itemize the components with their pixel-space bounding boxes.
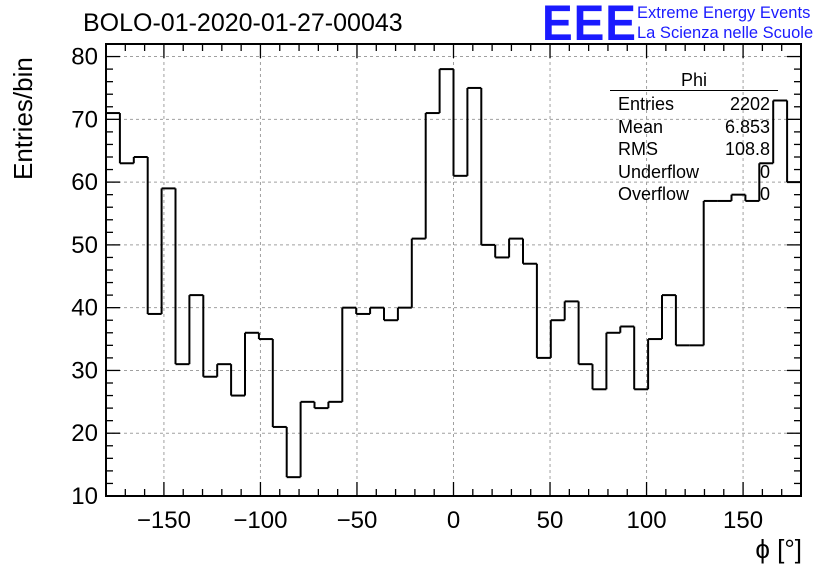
x-tick-label: −100 <box>233 507 287 534</box>
y-tick-label: 70 <box>71 106 98 133</box>
stats-label: Entries <box>618 94 675 114</box>
stats-row-entries: Entries 2202 <box>610 93 778 116</box>
stats-value: 2202 <box>729 94 770 114</box>
y-tick-label: 50 <box>71 232 98 259</box>
y-tick-label: 80 <box>71 44 98 71</box>
stats-label: Underflow <box>618 161 700 182</box>
stats-row-rms: RMS 108.8 <box>610 138 778 161</box>
y-axis-label: Entries/bin <box>8 57 38 180</box>
stats-row-underflow: Underflow 0 <box>610 161 778 184</box>
x-tick-label: 100 <box>627 507 667 534</box>
histogram-bars <box>106 68 801 479</box>
stats-label: Overflow <box>618 184 690 204</box>
axis-ticks <box>106 43 801 497</box>
stats-label: Mean <box>618 116 664 137</box>
y-tick-label: 60 <box>71 169 98 196</box>
y-tick-label: 20 <box>71 420 98 447</box>
stats-value: 0 <box>759 184 770 204</box>
stats-label: RMS <box>618 139 658 159</box>
x-tick-label: 150 <box>723 507 763 534</box>
x-tick-label: −150 <box>137 507 191 534</box>
chart-title: BOLO-01-2020-01-27-00043 <box>83 9 403 37</box>
x-tick-label: 0 <box>447 507 460 534</box>
y-tick-label: 30 <box>71 357 98 384</box>
x-tick-label: 50 <box>537 507 564 534</box>
y-tick-label: 10 <box>71 483 98 510</box>
plot-frame <box>105 43 802 497</box>
logo-line-1: Extreme Energy Events <box>637 4 811 22</box>
tick-labels: −150 −100 −50 0 50 100 150 10 20 30 40 50 60 70 80 <box>71 44 763 534</box>
eee-logo-mark: EEE <box>542 0 637 51</box>
x-tick-label: −50 <box>337 507 378 534</box>
stats-value: 108.8 <box>724 139 770 159</box>
stats-box: Phi Entries 2202 Mean 6.853 RMS 108.8 Un… <box>610 70 778 206</box>
grid-lines <box>106 44 801 496</box>
logo-line-2: La Scienza nelle Scuole <box>637 24 814 42</box>
stats-title: Phi <box>680 70 707 90</box>
stats-value: 0 <box>759 161 770 182</box>
stats-row-mean: Mean 6.853 <box>610 116 778 139</box>
x-axis-label: ϕ [°] <box>755 534 802 564</box>
stats-value: 6.853 <box>724 116 770 137</box>
stats-row-overflow: Overflow 0 <box>610 183 778 206</box>
stats-divider <box>610 90 778 91</box>
y-tick-label: 40 <box>71 295 98 322</box>
